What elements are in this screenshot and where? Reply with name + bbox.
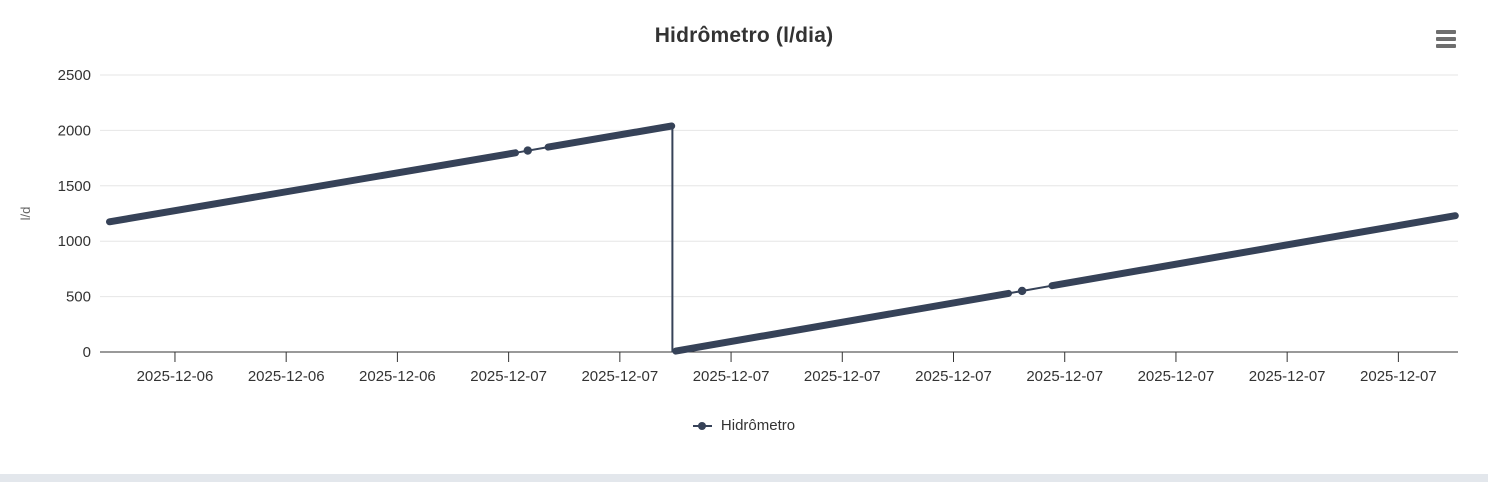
chart-title: Hidrômetro (l/dia) [654,24,834,47]
legend-line-marker-icon [692,421,712,431]
data-point-marker [1017,286,1027,296]
series-line-hidr-metro [1048,212,1459,290]
hamburger-icon [1436,30,1456,48]
bottom-strip [0,474,1488,482]
y-axis-label: 0 [83,344,91,361]
y-axis-label: 500 [66,289,91,306]
x-axis-label: 2025-12-07 [1138,368,1215,385]
x-axis-label: 2025-12-07 [470,368,547,385]
x-axis-label: 2025-12-06 [359,368,436,385]
x-axis-label: 2025-12-07 [1249,368,1326,385]
y-axis-label: 1000 [58,233,91,250]
x-axis-label: 2025-12-07 [915,368,992,385]
series-line-hidr-metro [106,149,519,226]
chart-context-menu-button[interactable] [1432,26,1460,52]
series-line-hidr-metro [544,122,676,151]
y-axis-label: 1500 [58,178,91,195]
data-point-marker [523,146,532,155]
x-axis-label: 2025-12-06 [137,368,214,385]
plot-area: 0 500 1000 1500 2000 2500 2025-12-06 2025-12-06… [18,67,1459,385]
x-axis-label: 2025-12-06 [248,368,325,385]
x-axis-label: 2025-12-07 [804,368,881,385]
y-axis-label: 2000 [58,122,91,139]
legend-item-hidrometro[interactable]: Hidrômetro [0,417,1488,434]
y-axis-title: l/d [18,207,33,221]
x-axis-label: 2025-12-07 [581,368,658,385]
legend-label: Hidrômetro [720,417,796,434]
y-axis-label: 2500 [58,67,91,84]
x-axis-label: 2025-12-07 [1360,368,1437,385]
x-axis-label: 2025-12-07 [693,368,770,385]
series-line-hidr-metro [672,289,1012,355]
series-line-hidr-metro [1007,284,1053,295]
x-axis-label: 2025-12-07 [1026,368,1103,385]
